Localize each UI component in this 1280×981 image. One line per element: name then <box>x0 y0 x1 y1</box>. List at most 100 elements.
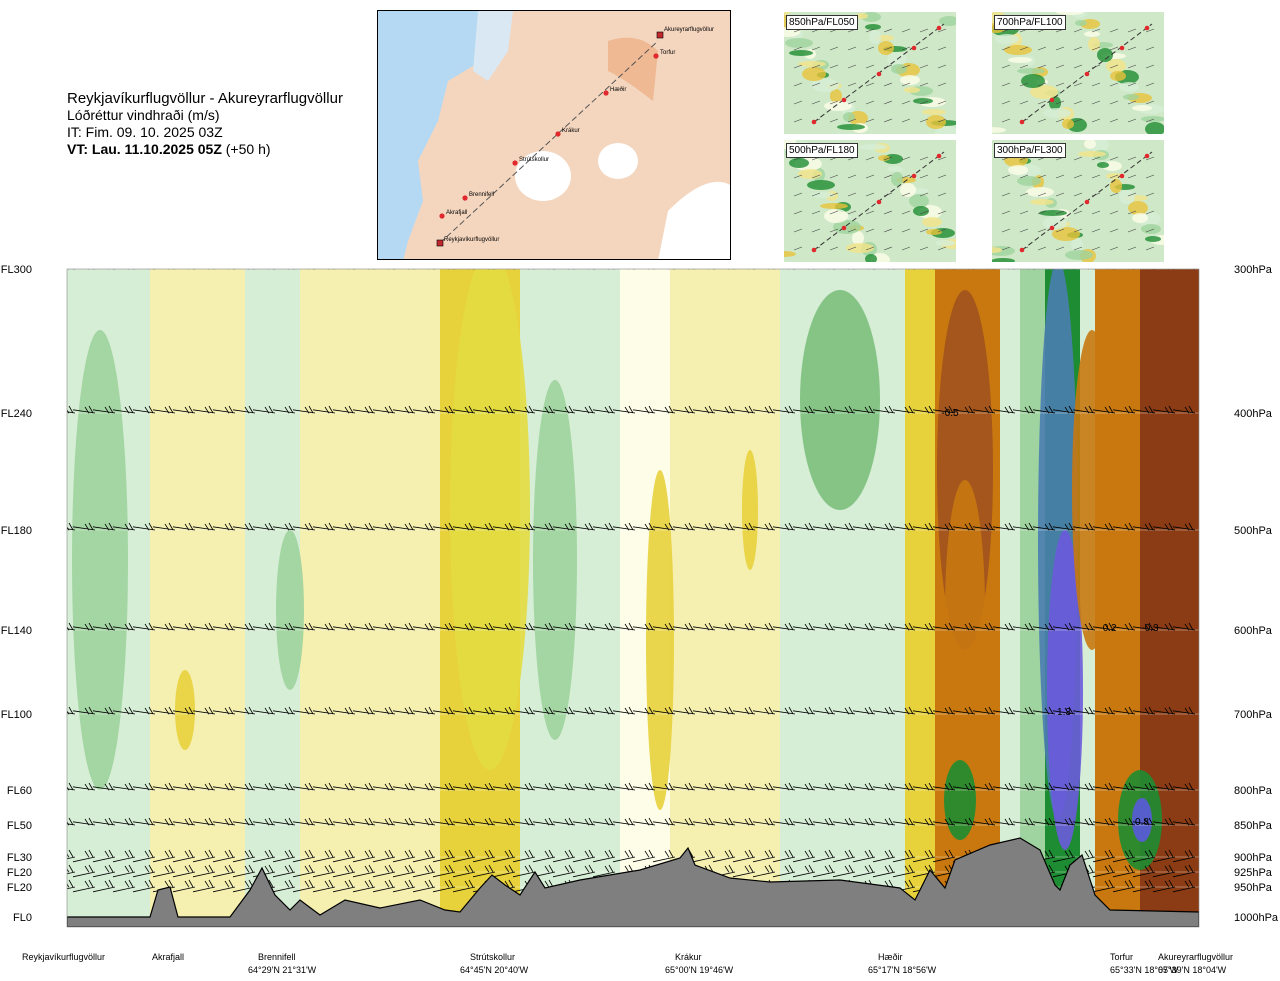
wind-barb <box>652 817 676 826</box>
wind-barb <box>1132 405 1156 414</box>
thumb-barb <box>1091 210 1101 215</box>
wind-barb <box>472 405 496 414</box>
wind-barb <box>448 269 455 270</box>
wind-barb <box>472 706 496 715</box>
thumb-barb <box>901 210 911 215</box>
thumb-cell <box>1097 162 1109 168</box>
wind-barb <box>552 622 576 631</box>
wind-barb <box>852 782 876 791</box>
wind-barb <box>172 706 196 715</box>
wind-barb <box>1112 864 1136 878</box>
thumb-cell <box>1132 213 1148 223</box>
thumb-cell <box>900 183 916 197</box>
thumb-barb <box>793 192 803 197</box>
thumb-cell <box>837 124 865 130</box>
wind-barb <box>172 622 196 631</box>
location-name: Hæðir <box>878 952 903 962</box>
thumb-barb <box>1145 228 1155 233</box>
velocity-cell <box>1072 330 1112 650</box>
thumb-barb <box>1145 28 1155 33</box>
map-place-label: Strútskollur <box>519 157 549 163</box>
wind-barb <box>652 522 676 531</box>
wind-barb <box>1112 817 1136 826</box>
thumb-barb <box>919 210 929 215</box>
wind-barb <box>392 622 416 631</box>
wind-barb <box>1168 269 1175 270</box>
wind-barb <box>1152 782 1176 791</box>
wind-barb <box>532 522 556 531</box>
thumb-500[interactable]: 500hPa/FL180 <box>784 140 956 262</box>
velocity-cell <box>944 760 976 840</box>
thumb-barb <box>793 228 803 233</box>
wind-barb <box>232 849 256 863</box>
thumb-barb <box>901 156 911 161</box>
wind-barb <box>232 782 256 791</box>
map-place-marker <box>603 90 609 96</box>
wind-barb <box>712 622 736 631</box>
thumb-cell <box>1110 179 1122 193</box>
thumb-barb <box>1055 174 1065 179</box>
thumb-cell <box>1056 12 1084 15</box>
wind-barb <box>772 849 796 863</box>
route-map-svg: Akureyrarflugvöllur Torfur Hæðir Krákur Strú… <box>378 11 730 259</box>
wind-barb <box>412 864 436 878</box>
thumb-barb <box>865 228 875 233</box>
wind-barb <box>1032 782 1056 791</box>
thumb-barb <box>1001 192 1011 197</box>
wind-barb <box>512 522 536 531</box>
thumb-700[interactable]: 700hPa/FL100 <box>992 12 1164 134</box>
wind-barb <box>532 817 556 826</box>
contour-annotation: -0.3 <box>1141 623 1159 634</box>
thumb-cell <box>869 30 881 44</box>
flight-level-label: FL300 <box>1 264 32 276</box>
flight-level-label: FL20 <box>7 882 32 894</box>
wind-barb <box>212 864 236 878</box>
thumb-barb <box>847 64 857 69</box>
thumb-850[interactable]: 850hPa/FL050 <box>784 12 956 134</box>
wind-barb <box>1152 706 1176 715</box>
thumb-barb <box>1019 192 1029 197</box>
velocity-band <box>150 269 245 927</box>
wind-barb <box>952 622 976 631</box>
route-line <box>439 40 659 244</box>
thumb-barb <box>1055 246 1065 251</box>
wind-barb <box>232 522 256 531</box>
wind-barb <box>132 817 156 826</box>
thumb-route-point <box>911 173 917 179</box>
wind-barb <box>712 706 736 715</box>
wind-barb <box>1092 706 1116 715</box>
location-name: Torfur <box>1110 952 1134 962</box>
wind-barb <box>272 864 296 878</box>
wind-barb <box>1172 879 1196 893</box>
thumb-barb <box>1001 246 1011 251</box>
location-coordinates: 64°29'N 21°31'W <box>248 965 317 975</box>
wind-barb <box>432 817 456 826</box>
thumb-barb <box>847 118 857 123</box>
thumb-cell <box>1123 94 1139 100</box>
wind-barb <box>412 879 436 893</box>
thumb-barb <box>1109 46 1119 51</box>
thumb-barb <box>1037 210 1047 215</box>
wind-barb <box>312 405 336 414</box>
thumb-300[interactable]: 300hPa/FL300 <box>992 140 1164 262</box>
velocity-cell <box>742 450 758 570</box>
wind-barb <box>472 817 496 826</box>
wind-barb <box>1072 622 1096 631</box>
wind-barb <box>1132 864 1156 878</box>
wind-barb <box>972 817 996 826</box>
wind-barb <box>692 522 716 531</box>
thumb-barb <box>1055 46 1065 51</box>
thumb-barb <box>1055 210 1065 215</box>
wind-barb <box>732 405 756 414</box>
wind-barb <box>512 817 536 826</box>
wind-barb <box>1152 405 1176 414</box>
wind-barb <box>432 522 456 531</box>
thumb-barb <box>1091 156 1101 161</box>
thumb-barb <box>901 100 911 105</box>
wind-barb <box>272 522 296 531</box>
glacier-1 <box>515 151 571 201</box>
wind-barb <box>1072 817 1096 826</box>
wind-barb <box>792 817 816 826</box>
wind-barb <box>632 706 656 715</box>
thumb-barb <box>937 64 947 69</box>
